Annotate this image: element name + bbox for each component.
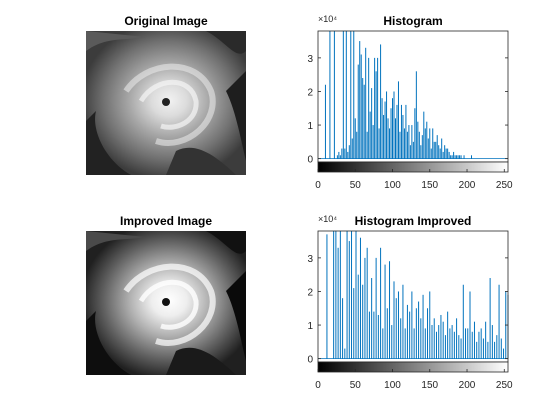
y-tick-label: 3 <box>307 54 313 65</box>
original-image <box>86 31 246 175</box>
x-tick-label: 250 <box>496 180 513 191</box>
hurricane-satellite-image-improved <box>86 231 246 375</box>
axes-box <box>317 230 509 363</box>
x-tick-label: 100 <box>384 380 401 391</box>
histogram-panel-1: 0 1 2 3 ×10⁴ Histogram Improved 0 50 100 150 200 25… <box>307 214 513 391</box>
x-tick-label: 150 <box>421 180 438 191</box>
y-tick-label: 2 <box>307 87 313 98</box>
x-tick-label: 250 <box>496 380 513 391</box>
y-tick-label: 1 <box>307 121 313 132</box>
y-tick-label: 3 <box>307 254 313 265</box>
x-tick-label: 0 <box>315 180 321 191</box>
x-tick-label: 100 <box>384 180 401 191</box>
grayscale-colorbar <box>317 161 509 173</box>
x-tick-label: 50 <box>350 180 362 191</box>
hurricane-satellite-image <box>86 31 246 175</box>
x-tick-label: 0 <box>315 380 321 391</box>
improved-image-title: Improved Image <box>119 214 213 228</box>
x-tick-label: 200 <box>459 180 476 191</box>
x-tick-label: 150 <box>421 380 438 391</box>
y-tick-label: 2 <box>307 287 313 298</box>
histogram-title: Histogram <box>383 14 442 28</box>
original-image-title: Original Image <box>124 14 208 28</box>
y-multiplier-label: ×10⁴ <box>318 14 337 24</box>
x-tick-label: 200 <box>459 380 476 391</box>
y-tick-label: 1 <box>307 321 313 332</box>
histogram-panel-0: 0 1 2 3 ×10⁴ Histogram 0 50 100 150 200 250 <box>307 14 513 191</box>
x-tick-label: 50 <box>350 380 362 391</box>
histogram-title: Histogram Improved <box>355 214 472 228</box>
grayscale-colorbar <box>317 361 509 373</box>
improved-image <box>86 231 246 375</box>
y-multiplier-label: ×10⁴ <box>318 214 337 224</box>
y-tick-label: 0 <box>307 155 313 166</box>
y-tick-label: 0 <box>307 355 313 366</box>
